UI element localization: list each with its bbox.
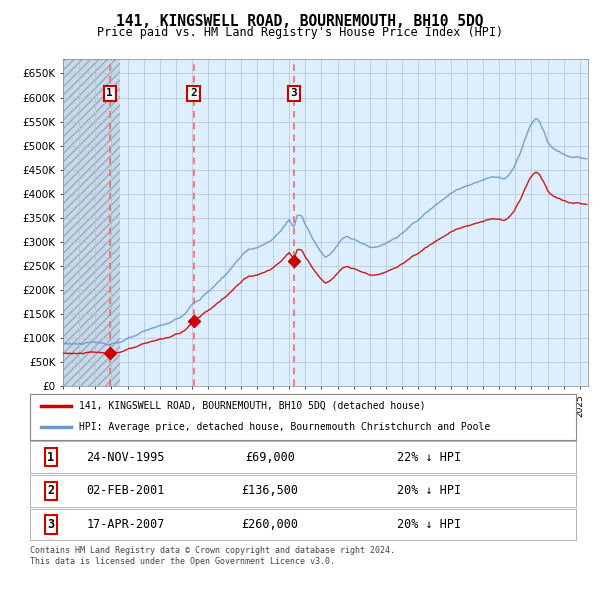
Text: 02-FEB-2001: 02-FEB-2001 <box>86 484 165 497</box>
Text: 1: 1 <box>106 88 113 99</box>
Text: 1: 1 <box>47 451 55 464</box>
Text: Price paid vs. HM Land Registry's House Price Index (HPI): Price paid vs. HM Land Registry's House … <box>97 26 503 39</box>
Text: 3: 3 <box>290 88 297 99</box>
Text: 2: 2 <box>190 88 197 99</box>
Text: 141, KINGSWELL ROAD, BOURNEMOUTH, BH10 5DQ: 141, KINGSWELL ROAD, BOURNEMOUTH, BH10 5… <box>116 14 484 30</box>
Text: 3: 3 <box>47 518 55 531</box>
Text: £260,000: £260,000 <box>242 518 299 531</box>
Text: 20% ↓ HPI: 20% ↓ HPI <box>397 484 461 497</box>
Text: £136,500: £136,500 <box>242 484 299 497</box>
Bar <box>63 59 119 386</box>
Text: Contains HM Land Registry data © Crown copyright and database right 2024.
This d: Contains HM Land Registry data © Crown c… <box>30 546 395 566</box>
Text: 22% ↓ HPI: 22% ↓ HPI <box>397 451 461 464</box>
Text: 2: 2 <box>47 484 55 497</box>
Text: 24-NOV-1995: 24-NOV-1995 <box>86 451 165 464</box>
Text: £69,000: £69,000 <box>245 451 295 464</box>
Text: 17-APR-2007: 17-APR-2007 <box>86 518 165 531</box>
Text: 20% ↓ HPI: 20% ↓ HPI <box>397 518 461 531</box>
Text: 141, KINGSWELL ROAD, BOURNEMOUTH, BH10 5DQ (detached house): 141, KINGSWELL ROAD, BOURNEMOUTH, BH10 5… <box>79 401 426 411</box>
Text: HPI: Average price, detached house, Bournemouth Christchurch and Poole: HPI: Average price, detached house, Bour… <box>79 422 490 432</box>
